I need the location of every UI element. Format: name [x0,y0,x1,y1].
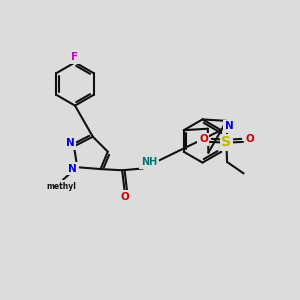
Text: O: O [245,134,254,145]
Text: N: N [68,164,77,174]
Text: methyl: methyl [46,182,76,191]
Text: S: S [221,136,232,149]
Text: O: O [199,134,208,145]
Text: N: N [225,121,234,131]
Text: F: F [71,52,79,62]
Text: N: N [66,138,75,148]
Text: O: O [121,192,130,202]
Text: NH: NH [141,157,157,167]
